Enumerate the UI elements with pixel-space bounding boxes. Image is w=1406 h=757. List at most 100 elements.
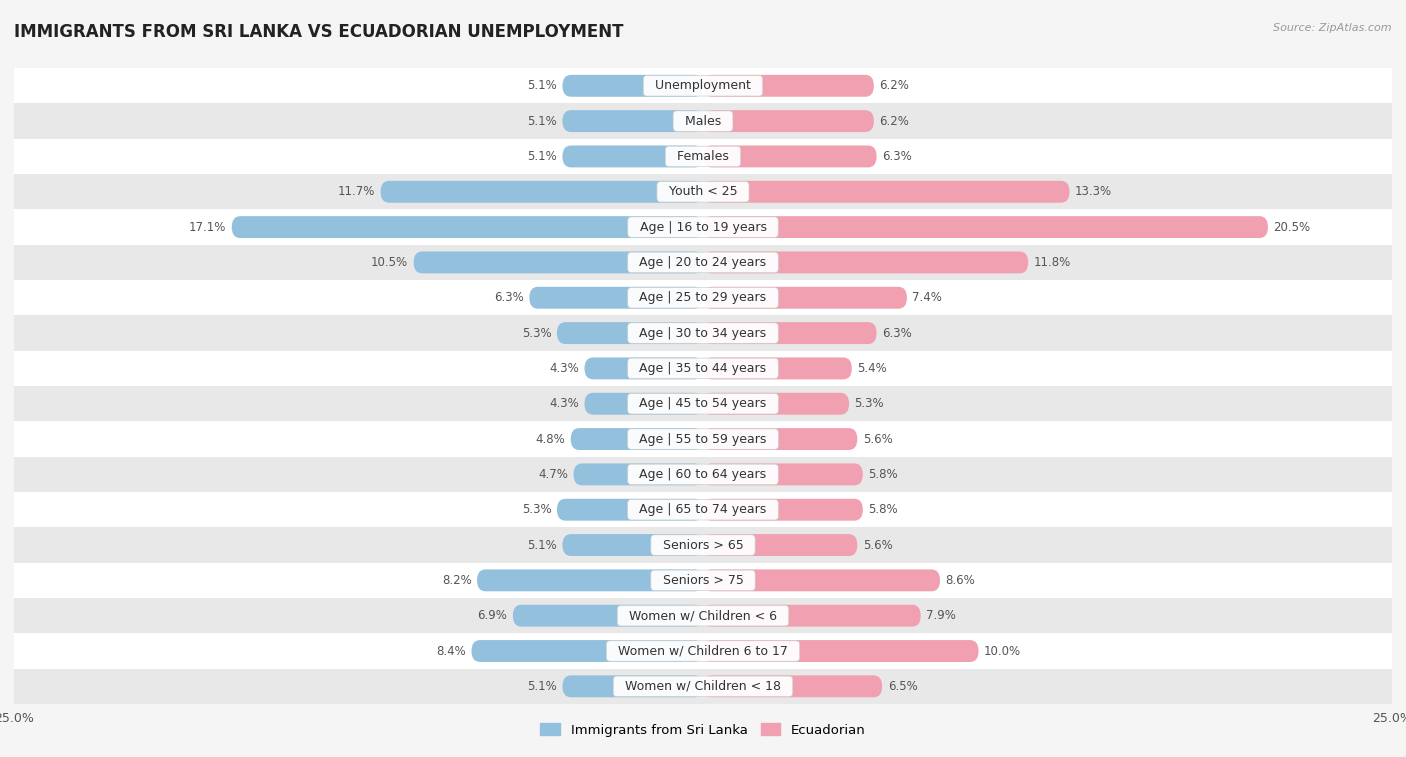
Text: 5.3%: 5.3%: [522, 326, 551, 340]
Text: 4.3%: 4.3%: [550, 397, 579, 410]
FancyBboxPatch shape: [703, 357, 852, 379]
Bar: [14, 422, 1392, 456]
Text: 6.3%: 6.3%: [494, 291, 524, 304]
FancyBboxPatch shape: [703, 569, 941, 591]
FancyBboxPatch shape: [562, 534, 703, 556]
Text: 20.5%: 20.5%: [1274, 220, 1310, 234]
FancyBboxPatch shape: [703, 534, 858, 556]
Text: 7.9%: 7.9%: [927, 609, 956, 622]
FancyBboxPatch shape: [562, 75, 703, 97]
FancyBboxPatch shape: [574, 463, 703, 485]
FancyBboxPatch shape: [703, 675, 882, 697]
FancyBboxPatch shape: [381, 181, 703, 203]
Bar: [14, 386, 1392, 422]
Bar: [14, 316, 1392, 350]
Text: 7.4%: 7.4%: [912, 291, 942, 304]
FancyBboxPatch shape: [562, 675, 703, 697]
Bar: [14, 634, 1392, 668]
Text: 5.4%: 5.4%: [858, 362, 887, 375]
Bar: [14, 174, 1392, 210]
FancyBboxPatch shape: [703, 251, 1028, 273]
Text: 8.6%: 8.6%: [945, 574, 976, 587]
Text: Females: Females: [669, 150, 737, 163]
Text: Age | 16 to 19 years: Age | 16 to 19 years: [631, 220, 775, 234]
FancyBboxPatch shape: [557, 499, 703, 521]
Text: Unemployment: Unemployment: [647, 79, 759, 92]
FancyBboxPatch shape: [703, 640, 979, 662]
FancyBboxPatch shape: [703, 287, 907, 309]
Text: 5.8%: 5.8%: [869, 503, 898, 516]
Text: 11.7%: 11.7%: [337, 185, 375, 198]
Text: 6.3%: 6.3%: [882, 326, 912, 340]
Bar: [14, 280, 1392, 316]
Text: Age | 60 to 64 years: Age | 60 to 64 years: [631, 468, 775, 481]
Bar: [14, 350, 1392, 386]
FancyBboxPatch shape: [530, 287, 703, 309]
Text: 4.8%: 4.8%: [536, 432, 565, 446]
Bar: [14, 210, 1392, 245]
FancyBboxPatch shape: [562, 145, 703, 167]
Text: Source: ZipAtlas.com: Source: ZipAtlas.com: [1274, 23, 1392, 33]
Text: 6.5%: 6.5%: [887, 680, 917, 693]
FancyBboxPatch shape: [513, 605, 703, 627]
Text: Youth < 25: Youth < 25: [661, 185, 745, 198]
Text: 6.2%: 6.2%: [879, 114, 910, 128]
FancyBboxPatch shape: [703, 181, 1070, 203]
Text: Age | 25 to 29 years: Age | 25 to 29 years: [631, 291, 775, 304]
FancyBboxPatch shape: [703, 75, 875, 97]
Text: Women w/ Children 6 to 17: Women w/ Children 6 to 17: [610, 644, 796, 658]
Text: 5.1%: 5.1%: [527, 538, 557, 552]
FancyBboxPatch shape: [703, 145, 876, 167]
FancyBboxPatch shape: [413, 251, 703, 273]
Text: 5.1%: 5.1%: [527, 114, 557, 128]
FancyBboxPatch shape: [477, 569, 703, 591]
FancyBboxPatch shape: [703, 428, 858, 450]
Bar: [14, 104, 1392, 139]
Text: Age | 35 to 44 years: Age | 35 to 44 years: [631, 362, 775, 375]
Text: 17.1%: 17.1%: [188, 220, 226, 234]
Legend: Immigrants from Sri Lanka, Ecuadorian: Immigrants from Sri Lanka, Ecuadorian: [534, 718, 872, 742]
Text: 4.7%: 4.7%: [538, 468, 568, 481]
Text: 11.8%: 11.8%: [1033, 256, 1071, 269]
FancyBboxPatch shape: [571, 428, 703, 450]
Text: 5.3%: 5.3%: [855, 397, 884, 410]
Bar: [14, 668, 1392, 704]
Bar: [14, 492, 1392, 528]
Text: Seniors > 65: Seniors > 65: [655, 538, 751, 552]
Text: Women w/ Children < 6: Women w/ Children < 6: [621, 609, 785, 622]
Text: IMMIGRANTS FROM SRI LANKA VS ECUADORIAN UNEMPLOYMENT: IMMIGRANTS FROM SRI LANKA VS ECUADORIAN …: [14, 23, 623, 41]
Text: 6.9%: 6.9%: [478, 609, 508, 622]
FancyBboxPatch shape: [703, 605, 921, 627]
Text: Age | 45 to 54 years: Age | 45 to 54 years: [631, 397, 775, 410]
Text: 8.2%: 8.2%: [441, 574, 471, 587]
FancyBboxPatch shape: [232, 217, 703, 238]
FancyBboxPatch shape: [471, 640, 703, 662]
FancyBboxPatch shape: [703, 322, 876, 344]
FancyBboxPatch shape: [585, 393, 703, 415]
Text: 10.0%: 10.0%: [984, 644, 1021, 658]
Text: Age | 30 to 34 years: Age | 30 to 34 years: [631, 326, 775, 340]
Text: Age | 65 to 74 years: Age | 65 to 74 years: [631, 503, 775, 516]
FancyBboxPatch shape: [703, 111, 875, 132]
Bar: [14, 245, 1392, 280]
Bar: [14, 139, 1392, 174]
Text: 5.6%: 5.6%: [863, 432, 893, 446]
Bar: [14, 528, 1392, 562]
Text: 5.1%: 5.1%: [527, 150, 557, 163]
Text: 4.3%: 4.3%: [550, 362, 579, 375]
Bar: [14, 456, 1392, 492]
Text: Age | 20 to 24 years: Age | 20 to 24 years: [631, 256, 775, 269]
Bar: [14, 68, 1392, 104]
Bar: [14, 562, 1392, 598]
Text: 5.1%: 5.1%: [527, 79, 557, 92]
Text: Males: Males: [676, 114, 730, 128]
FancyBboxPatch shape: [703, 463, 863, 485]
Text: 13.3%: 13.3%: [1076, 185, 1112, 198]
Text: 5.3%: 5.3%: [522, 503, 551, 516]
FancyBboxPatch shape: [703, 217, 1268, 238]
Text: Age | 55 to 59 years: Age | 55 to 59 years: [631, 432, 775, 446]
Text: 8.4%: 8.4%: [436, 644, 465, 658]
FancyBboxPatch shape: [562, 111, 703, 132]
FancyBboxPatch shape: [703, 499, 863, 521]
Text: Seniors > 75: Seniors > 75: [655, 574, 751, 587]
